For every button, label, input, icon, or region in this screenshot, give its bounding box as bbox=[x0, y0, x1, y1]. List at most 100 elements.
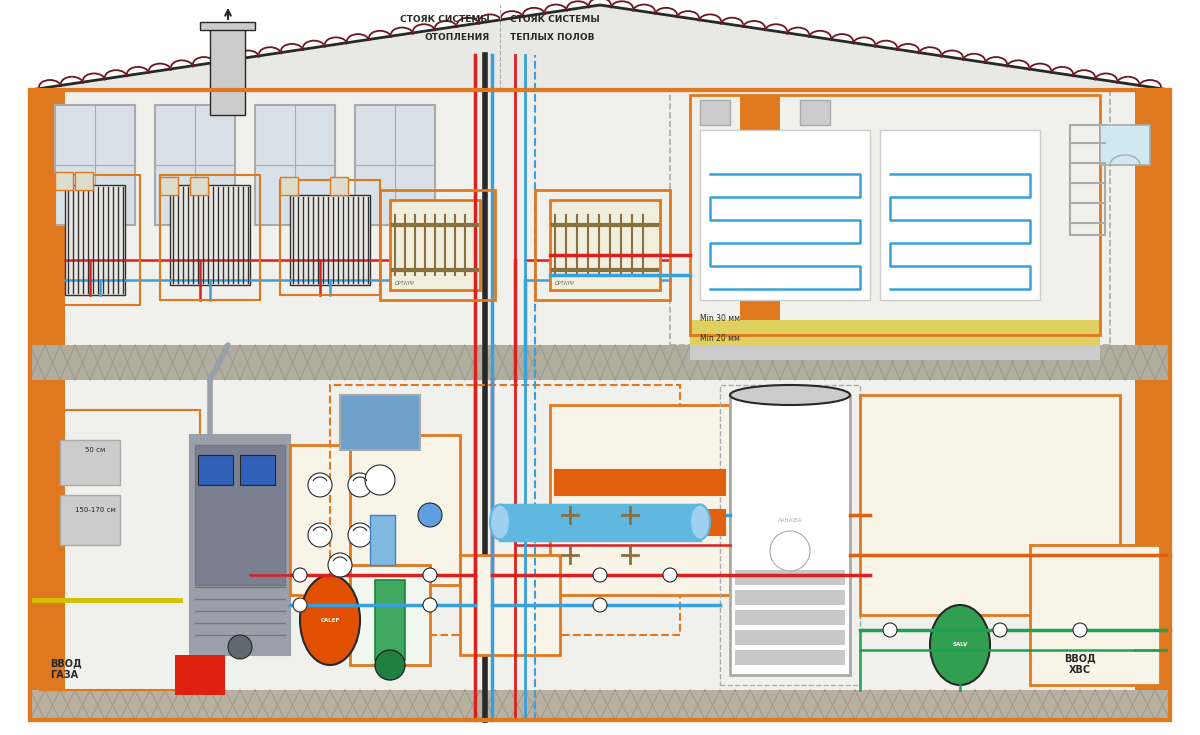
Bar bbox=[190, 435, 290, 655]
Bar bbox=[210, 25, 245, 115]
Bar bbox=[1070, 125, 1105, 235]
Bar bbox=[40, 410, 200, 690]
Bar bbox=[256, 105, 335, 225]
Bar bbox=[800, 100, 830, 125]
Bar bbox=[1135, 90, 1170, 720]
Bar bbox=[700, 100, 730, 125]
Ellipse shape bbox=[730, 385, 850, 405]
Text: Min 20 мм: Min 20 мм bbox=[700, 334, 740, 343]
Bar bbox=[198, 455, 233, 485]
Circle shape bbox=[228, 635, 252, 659]
Bar bbox=[550, 200, 660, 290]
Bar bbox=[290, 445, 400, 595]
Bar bbox=[690, 95, 1100, 335]
Circle shape bbox=[424, 568, 437, 582]
Bar bbox=[30, 90, 1170, 720]
Circle shape bbox=[328, 553, 352, 577]
Bar bbox=[155, 105, 235, 225]
Bar bbox=[355, 105, 436, 225]
Circle shape bbox=[418, 503, 442, 527]
Text: ΛAНAIBA: ΛAНAIBA bbox=[778, 518, 802, 523]
Text: 150-170 см: 150-170 см bbox=[74, 507, 115, 513]
Bar bbox=[730, 395, 850, 675]
Circle shape bbox=[365, 465, 395, 495]
Bar bbox=[175, 655, 226, 695]
Bar bbox=[880, 130, 1040, 300]
Bar bbox=[340, 395, 420, 450]
Bar bbox=[65, 185, 125, 295]
Bar bbox=[194, 445, 286, 585]
Bar bbox=[670, 90, 1110, 345]
Bar bbox=[535, 190, 670, 300]
Bar bbox=[60, 440, 120, 485]
Bar bbox=[350, 565, 430, 665]
Ellipse shape bbox=[930, 605, 990, 685]
Circle shape bbox=[883, 623, 898, 637]
Bar bbox=[860, 395, 1120, 615]
Bar bbox=[280, 180, 380, 295]
Circle shape bbox=[293, 598, 307, 612]
Bar bbox=[460, 555, 560, 655]
Ellipse shape bbox=[490, 504, 510, 539]
Text: СТОЯК СИСТЕМЫ: СТОЯК СИСТЕМЫ bbox=[401, 15, 490, 24]
Ellipse shape bbox=[300, 575, 360, 665]
Bar bbox=[380, 190, 496, 300]
Text: ΩPTΛΥΨ: ΩPTΛΥΨ bbox=[395, 281, 415, 286]
Bar bbox=[55, 172, 73, 190]
Bar bbox=[690, 320, 1100, 345]
Circle shape bbox=[308, 523, 332, 547]
Bar bbox=[200, 22, 256, 30]
Circle shape bbox=[593, 568, 607, 582]
Bar bbox=[720, 385, 860, 685]
Bar bbox=[374, 580, 406, 660]
Text: Min 30 мм: Min 30 мм bbox=[700, 314, 740, 323]
Bar bbox=[734, 570, 845, 585]
Text: SALV: SALV bbox=[953, 642, 967, 648]
Bar bbox=[280, 177, 298, 195]
Bar bbox=[350, 435, 460, 585]
Bar bbox=[700, 130, 870, 300]
Bar bbox=[55, 175, 140, 305]
Bar bbox=[240, 455, 275, 485]
Circle shape bbox=[348, 523, 372, 547]
Bar bbox=[734, 630, 845, 645]
Polygon shape bbox=[30, 5, 1170, 90]
Text: ОТОПЛЕНИЯ: ОТОПЛЕНИЯ bbox=[425, 32, 490, 41]
Bar bbox=[1100, 125, 1150, 165]
Circle shape bbox=[374, 650, 406, 680]
Bar bbox=[30, 90, 1170, 720]
Circle shape bbox=[424, 598, 437, 612]
Text: ВВОД
ХВС: ВВОД ХВС bbox=[1064, 653, 1096, 675]
Text: СТОЯК СИСТЕМЫ: СТОЯК СИСТЕМЫ bbox=[510, 15, 600, 24]
Bar bbox=[60, 495, 120, 545]
Text: ТЕПЛЫХ ПОЛОВ: ТЕПЛЫХ ПОЛОВ bbox=[510, 32, 594, 41]
Bar bbox=[30, 90, 65, 720]
Bar bbox=[330, 177, 348, 195]
Text: ВВОД
ГАЗА: ВВОД ГАЗА bbox=[50, 659, 82, 680]
Bar bbox=[370, 515, 395, 565]
Circle shape bbox=[662, 568, 677, 582]
Circle shape bbox=[994, 623, 1007, 637]
Text: CALEF: CALEF bbox=[320, 617, 340, 623]
Ellipse shape bbox=[690, 504, 710, 539]
Circle shape bbox=[348, 473, 372, 497]
Circle shape bbox=[293, 568, 307, 582]
Bar bbox=[55, 105, 134, 225]
Bar bbox=[190, 177, 208, 195]
Circle shape bbox=[770, 531, 810, 571]
Bar bbox=[1030, 545, 1160, 685]
Bar bbox=[734, 650, 845, 665]
Text: 50 см: 50 см bbox=[85, 447, 106, 453]
Circle shape bbox=[1073, 623, 1087, 637]
Circle shape bbox=[308, 473, 332, 497]
Bar bbox=[500, 505, 700, 540]
Bar bbox=[554, 470, 725, 495]
Bar bbox=[330, 385, 680, 635]
Bar bbox=[734, 590, 845, 605]
Bar bbox=[74, 172, 94, 190]
Bar bbox=[160, 177, 178, 195]
Circle shape bbox=[593, 598, 607, 612]
Bar bbox=[740, 95, 780, 345]
Text: ΩPTΛΥΨ: ΩPTΛΥΨ bbox=[554, 281, 575, 286]
Bar bbox=[170, 185, 250, 285]
